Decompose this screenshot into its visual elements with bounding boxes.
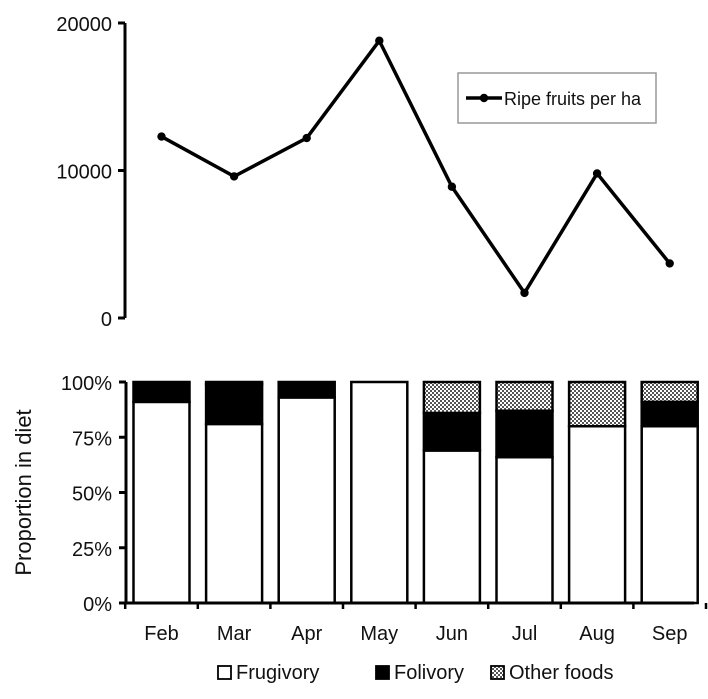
data-point <box>520 288 529 298</box>
y-tick-label: 10000 <box>56 162 112 184</box>
x-tick-label: May <box>360 623 398 645</box>
y-tick-label: 0 <box>101 309 112 331</box>
bar-segment-folivory <box>422 411 482 452</box>
data-point <box>665 259 674 268</box>
x-tick-label: Feb <box>144 623 178 645</box>
bar-segment-other-foods <box>495 380 554 412</box>
series-line <box>160 37 672 297</box>
legend-frugivory: Frugivory <box>236 662 319 684</box>
bar-segment-frugivory <box>640 424 699 605</box>
x-tick-label: Mar <box>217 623 252 645</box>
data-point <box>302 133 311 143</box>
x-tick-label: Jun <box>436 623 468 645</box>
bar-segment-folivory <box>640 400 699 428</box>
y-tick-label: 20000 <box>56 14 112 36</box>
bar-segment-other-foods <box>204 380 264 386</box>
bar-y-axis-title: Proportion in diet <box>11 409 36 575</box>
bar-y-tick-label: 100% <box>61 373 112 395</box>
legend-folivory: Folivory <box>394 662 464 684</box>
data-point <box>375 36 384 45</box>
bar-segment-other-foods <box>640 380 699 404</box>
bar-segment-other-foods <box>567 380 627 428</box>
x-tick-label: Jul <box>512 623 538 645</box>
x-tick-label: Apr <box>291 623 322 645</box>
bar-y-tick-label: 0% <box>83 594 112 616</box>
bar-segment-frugivory <box>350 380 409 605</box>
x-tick-label: Aug <box>579 623 615 645</box>
legend-other-foods: Other foods <box>509 662 614 684</box>
bar-segment-frugivory <box>567 424 627 605</box>
fruit-line-chart: 0 10000 20000 Ripe fruits per ha <box>56 14 674 331</box>
bar-segment-folivory <box>277 380 336 399</box>
data-point <box>229 172 239 181</box>
legend-swatch-frugivory <box>217 665 232 680</box>
bar-y-tick-label: 25% <box>72 539 112 561</box>
bar-y-tick-label: 50% <box>72 484 112 506</box>
bar-y-tick-label: 75% <box>72 428 112 450</box>
data-point <box>447 182 457 191</box>
bar-segment-frugivory <box>132 400 191 605</box>
bar-segment-folivory <box>495 409 554 459</box>
data-point <box>592 169 602 178</box>
bar-segment-frugivory <box>204 422 264 605</box>
bar-segment-frugivory <box>495 455 554 605</box>
bar-segment-other-foods <box>422 380 482 415</box>
diet-stacked-bar-chart: 0% 25% 50% 75% 100% Proportion in diet Feb Mar A… <box>11 373 708 684</box>
legend-label-ripe-fruits: Ripe fruits per ha <box>504 89 642 109</box>
legend-swatch-folivory <box>375 665 390 680</box>
bar-segment-folivory <box>132 380 191 404</box>
bar-segment-frugivory <box>277 396 336 605</box>
bar-segment-frugivory <box>422 449 482 605</box>
data-point <box>157 132 166 141</box>
x-tick-label: Sep <box>652 623 688 645</box>
legend-swatch-other-foods <box>490 665 505 680</box>
legend-point-swatch <box>479 93 489 103</box>
bar-segment-folivory <box>204 382 264 426</box>
